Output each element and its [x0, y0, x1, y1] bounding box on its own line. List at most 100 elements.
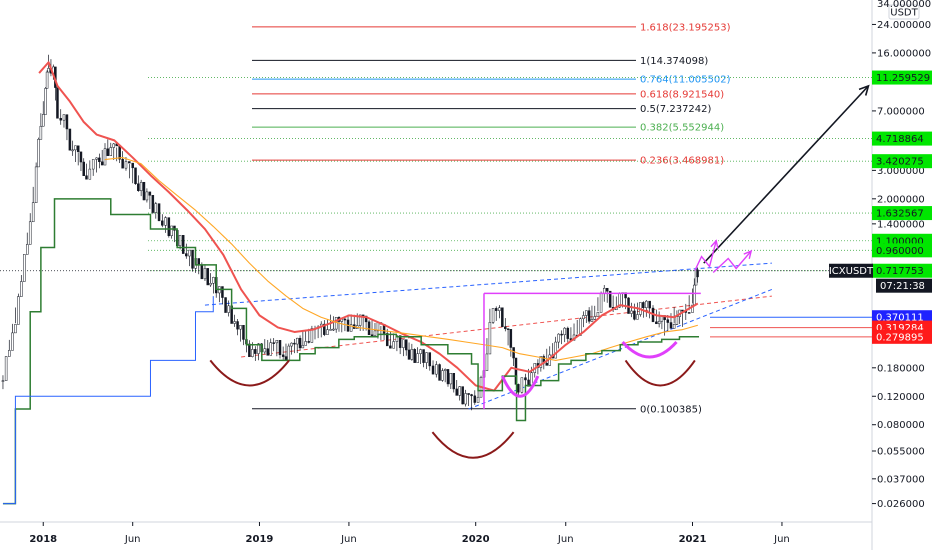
price-tag-label: 11.259529: [876, 73, 930, 84]
price-candle: [509, 329, 513, 348]
price-candle: [178, 235, 182, 247]
price-tags: 11.259529 4.718864 3.420275 1.632567 1.10000…: [829, 70, 932, 344]
symbol-tag-label: ICXUSDT: [829, 266, 874, 277]
price-candle: [209, 282, 212, 286]
projection-arrow-head: [710, 239, 719, 249]
price-candle: [681, 309, 684, 312]
price-candle: [124, 161, 128, 169]
price-candle: [672, 324, 676, 329]
price-candle: [128, 161, 131, 164]
price-candle: [272, 342, 275, 344]
price-candle: [428, 352, 432, 367]
currency-text: USDT: [890, 8, 918, 19]
projection-arrow: [712, 250, 752, 274]
price-candle: [435, 364, 438, 375]
price-candle: [79, 151, 83, 163]
fib-level-label: 0.764(11.005502): [640, 75, 731, 86]
price-candle: [236, 321, 239, 330]
price-candle: [334, 317, 338, 330]
y-tick-label: 0.120000: [877, 392, 925, 403]
price-candle: [154, 203, 158, 213]
y-tick-label: 0.037000: [877, 474, 925, 485]
price-candle: [392, 341, 395, 349]
price-candle: [599, 293, 603, 313]
x-tick-label: Jun: [773, 534, 790, 545]
price-candle: [148, 191, 152, 196]
price-tag-label: 0.319284: [876, 323, 924, 334]
price-candle: [364, 315, 368, 323]
price-candle: [527, 379, 530, 387]
price-candle: [167, 217, 171, 236]
price-candle: [582, 315, 585, 319]
price-candle: [539, 356, 543, 368]
price-tag-label: 1.632567: [876, 209, 924, 220]
price-tag-label: 0.717753: [876, 266, 924, 277]
price-candle: [134, 167, 137, 184]
price-candle: [98, 157, 101, 163]
price-tag-bg: [876, 278, 932, 293]
price-candle: [398, 335, 402, 348]
price-candle: [669, 322, 673, 329]
price-candle: [608, 290, 612, 308]
price-candle: [161, 220, 164, 226]
price-candle: [467, 393, 470, 395]
price-tag-bg: [872, 243, 932, 258]
price-candle: [455, 388, 458, 396]
price-tag-bg: [872, 154, 932, 169]
fib-level-label: 0.618(8.921540): [640, 89, 724, 100]
price-candle: [524, 377, 527, 381]
price-candle: [76, 145, 80, 153]
x-tick-label: 2021: [679, 534, 707, 545]
price-candle: [131, 162, 134, 169]
price-candle: [44, 88, 47, 115]
price-candle: [88, 168, 92, 180]
price-candle: [157, 203, 161, 222]
price-candle: [593, 316, 597, 320]
price-tag-label: 0.279895: [876, 332, 924, 343]
price-candle: [566, 327, 570, 339]
price-tag-label: 0.370111: [876, 313, 924, 324]
price-tag-bg: [872, 329, 932, 344]
price-candle: [657, 320, 661, 325]
y-tick-label: 16.000000: [877, 48, 931, 59]
price-candle: [8, 350, 11, 357]
price-candle: [307, 341, 311, 343]
pattern-arc: [209, 359, 290, 387]
price-candle: [694, 269, 698, 286]
price-candle: [281, 354, 285, 357]
price-candle: [452, 373, 456, 390]
price-candle: [170, 225, 173, 236]
price-candle: [438, 364, 441, 381]
price-tag-label: 4.718864: [876, 134, 924, 145]
price-candle: [488, 322, 492, 355]
price-tag-label: 3.420275: [876, 157, 924, 168]
price-tag-label: 0.960000: [876, 246, 924, 257]
price-candle: [206, 268, 210, 286]
price-candle: [596, 312, 600, 317]
price-candle: [28, 221, 32, 245]
price-candle: [74, 145, 77, 151]
price-candle: [585, 310, 588, 316]
price-candle: [26, 244, 29, 255]
price-candle: [301, 345, 305, 349]
price-candle: [203, 268, 207, 280]
price-candle: [82, 161, 85, 176]
price-candle: [109, 147, 113, 156]
time-axis: 2018 Jun 2019 Jun 2020 Jun 2021 Jun: [29, 522, 790, 545]
price-candle: [287, 345, 291, 361]
price-candle: [181, 235, 185, 254]
price-candle: [118, 145, 121, 160]
price-candle: [473, 395, 477, 403]
price-candle: [106, 148, 110, 156]
price-candle: [687, 312, 691, 314]
price-candle: [310, 328, 314, 343]
trailing-stop-line: [2, 296, 214, 505]
price-candle: [200, 264, 204, 280]
price-candle: [254, 349, 257, 354]
price-candle: [257, 343, 260, 354]
pattern-arc: [621, 340, 678, 359]
price-candle: [112, 143, 115, 148]
indicator-line: [38, 61, 699, 392]
price-candle: [498, 307, 501, 311]
